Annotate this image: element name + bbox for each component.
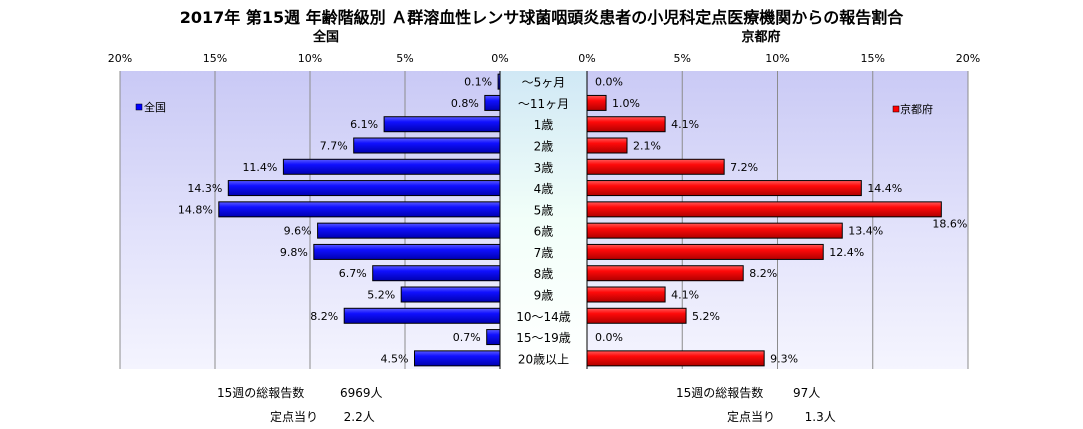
bar-zenkoku [227, 180, 501, 197]
category-label: 2歳 [534, 140, 554, 154]
category-label: 〜11ヶ月 [518, 97, 569, 111]
value-label-kyoto: 14.4% [867, 182, 902, 195]
footer-right-total-value: 97人 [792, 386, 821, 400]
value-label-zenkoku: 7.7% [320, 140, 348, 153]
subtitle-left: 全国 [312, 29, 339, 45]
category-label: 10〜14歳 [516, 310, 571, 324]
bar-zenkoku [218, 201, 501, 218]
tick-label-left: 15% [203, 52, 227, 65]
chart-title: 2017年 第15週 年齢階級別 Ａ群溶血性レンサ球菌咽頭炎患者の小児科定点医療… [179, 8, 904, 27]
footer-left-total: 15週の総報告数 6969人 [217, 384, 382, 401]
value-label-zenkoku: 9.6% [284, 225, 312, 238]
value-label-zenkoku: 0.7% [453, 331, 481, 344]
value-label-kyoto: 18.6% [932, 217, 967, 230]
footer-left-total-value: 6969人 [339, 386, 383, 400]
bar-kyoto [586, 222, 843, 239]
tick-label-right: 0% [578, 52, 595, 65]
value-label-zenkoku: 0.8% [451, 97, 479, 110]
category-label: 4歳 [534, 182, 554, 196]
tick-label-right: 10% [765, 52, 789, 65]
value-label-zenkoku: 6.7% [339, 267, 367, 280]
value-label-kyoto: 9.3% [770, 352, 798, 365]
value-label-kyoto: 13.4% [848, 225, 883, 238]
bar-kyoto [586, 286, 666, 303]
value-label-zenkoku: 6.1% [350, 118, 378, 131]
category-label: 1歳 [534, 118, 554, 132]
footer-left-per-value: 2.2人 [343, 410, 375, 424]
subtitle-right: 京都府 [741, 29, 780, 45]
footer-left-per-label: 定点当り [270, 410, 319, 424]
tick-label-right: 20% [956, 52, 980, 65]
footer-right-per-label: 定点当り [727, 410, 776, 424]
value-label-zenkoku: 5.2% [367, 289, 395, 302]
value-label-kyoto: 4.1% [671, 289, 699, 302]
bar-kyoto [586, 307, 687, 324]
legend-label-zenkoku: 全国 [144, 100, 166, 114]
value-label-zenkoku: 4.5% [381, 352, 409, 365]
bar-zenkoku [484, 94, 501, 111]
value-label-zenkoku: 9.8% [280, 246, 308, 259]
bar-zenkoku [414, 350, 501, 367]
bar-kyoto [586, 158, 725, 175]
value-label-zenkoku: 11.4% [242, 161, 277, 174]
value-label-kyoto: 1.0% [612, 97, 640, 110]
category-label: 8歳 [534, 267, 554, 281]
tick-label-left: 20% [108, 52, 132, 65]
category-band [500, 71, 587, 369]
category-label: 〜5ヶ月 [522, 76, 566, 90]
footer-right-total-label: 15週の総報告数 [676, 386, 764, 400]
value-label-zenkoku: 14.3% [187, 182, 222, 195]
category-label: 15〜19歳 [516, 331, 571, 345]
footer-left-total-label: 15週の総報告数 [217, 386, 305, 400]
value-label-zenkoku: 8.2% [310, 310, 338, 323]
category-label: 7歳 [534, 246, 554, 260]
value-label-kyoto: 0.0% [595, 76, 623, 89]
category-label: 6歳 [534, 225, 554, 239]
value-label-kyoto: 0.0% [595, 331, 623, 344]
tick-label-left: 10% [298, 52, 322, 65]
category-label: 5歳 [534, 203, 554, 217]
tick-label-left: 5% [396, 52, 413, 65]
bar-kyoto [586, 201, 942, 218]
bar-zenkoku [372, 265, 501, 282]
bar-kyoto [586, 94, 607, 111]
bar-kyoto [586, 350, 765, 367]
bar-kyoto [586, 265, 744, 282]
bar-zenkoku [486, 329, 501, 346]
value-label-kyoto: 4.1% [671, 118, 699, 131]
value-label-kyoto: 8.2% [749, 267, 777, 280]
bar-kyoto [586, 116, 666, 133]
bar-kyoto [586, 137, 628, 154]
value-label-kyoto: 12.4% [829, 246, 864, 259]
bar-kyoto [586, 243, 824, 260]
category-label: 20歳以上 [518, 352, 569, 366]
bar-kyoto [586, 180, 862, 197]
category-label: 3歳 [534, 161, 554, 175]
category-label: 9歳 [534, 289, 554, 303]
value-label-zenkoku: 0.1% [464, 76, 492, 89]
legend-swatch-kyoto [892, 105, 900, 113]
footer-right-per-value: 1.3人 [804, 410, 836, 424]
bar-zenkoku [313, 243, 501, 260]
bar-zenkoku [400, 286, 501, 303]
value-label-zenkoku: 14.8% [178, 203, 213, 216]
value-label-kyoto: 5.2% [692, 310, 720, 323]
value-label-kyoto: 2.1% [633, 140, 661, 153]
bar-zenkoku [383, 116, 501, 133]
bar-zenkoku [343, 307, 501, 324]
tick-label-right: 5% [674, 52, 691, 65]
footer-left-per: 定点当り 2.2人 [270, 408, 375, 425]
bar-zenkoku [317, 222, 501, 239]
value-label-kyoto: 7.2% [730, 161, 758, 174]
bar-zenkoku [353, 137, 501, 154]
footer-right-total: 15週の総報告数 97人 [676, 384, 820, 401]
legend-label-kyoto: 京都府 [900, 102, 933, 116]
bar-zenkoku [282, 158, 501, 175]
legend-swatch-zenkoku [135, 103, 143, 111]
tick-label-right: 15% [861, 52, 885, 65]
footer-right-per: 定点当り 1.3人 [727, 408, 836, 425]
tick-label-left: 0% [491, 52, 508, 65]
